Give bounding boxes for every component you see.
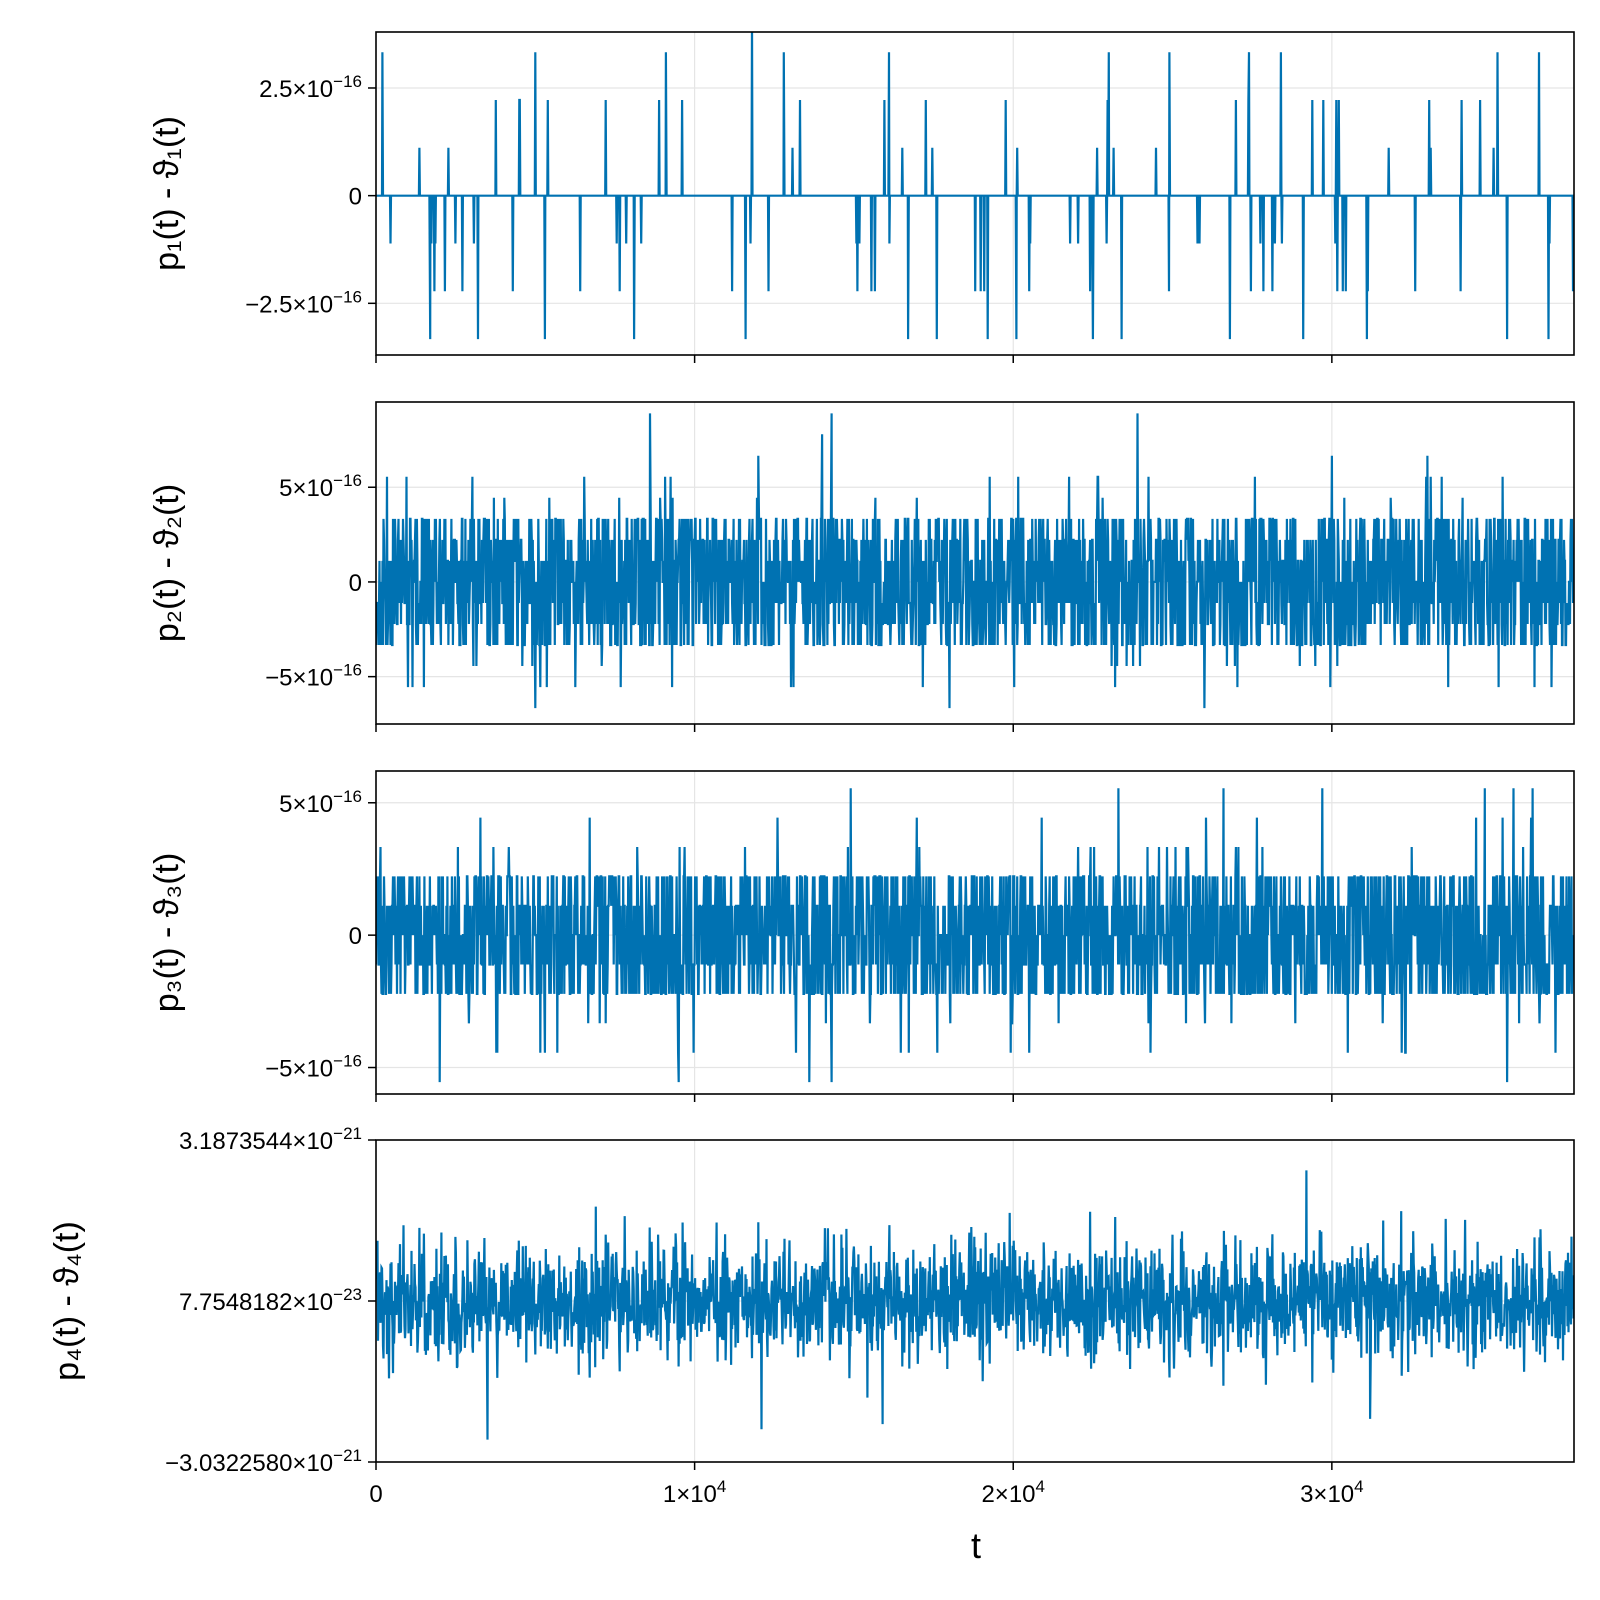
- y-tick-label: −5×10−16: [265, 1052, 362, 1083]
- series-line: [376, 32, 1574, 340]
- y-tick-label: −5×10−16: [265, 661, 362, 692]
- y-tick-label: −3.0322580×10−21: [165, 1446, 362, 1477]
- y-tick-label: 0: [349, 923, 362, 950]
- y-tick-label: 5×10−16: [279, 471, 362, 502]
- y-tick-label: 7.7548182×10−23: [179, 1285, 362, 1316]
- y-axis-label: p₃(t) - ϑ₃(t): [148, 853, 186, 1013]
- panel-2: 5×10−16 0 −5×10−16 p₂(t) - ϑ₂(t): [148, 401, 1575, 732]
- series-line: [376, 788, 1574, 1083]
- y-tick-label: 3.1873544×10−21: [179, 1124, 362, 1155]
- plot-frame: [375, 770, 1575, 1095]
- x-tick-label: 3×104: [1300, 1477, 1364, 1508]
- y-axis-label: p₄(t) - ϑ₄(t): [48, 1221, 86, 1381]
- y-tick-label: 0: [349, 184, 362, 211]
- x-tick-label: 0: [369, 1481, 382, 1508]
- y-axis-label: p₁(t) - ϑ₁(t): [148, 116, 186, 271]
- panel-4: 0 1×104 2×104 3×104 3.1873544×10−21 7.7548182…: [48, 1124, 1575, 1508]
- series-line: [376, 1170, 1574, 1440]
- x-axis-label: t: [971, 1525, 981, 1566]
- series-line: [376, 413, 1574, 709]
- y-tick-label: −2.5×10−16: [245, 287, 362, 318]
- y-tick-label: 0: [349, 570, 362, 597]
- y-axis-label: p₂(t) - ϑ₂(t): [148, 484, 186, 642]
- panel-1: 2.5×10−16 0 −2.5×10−16 p₁(t) - ϑ₁(t): [148, 31, 1575, 363]
- plot-frame: [375, 401, 1575, 725]
- y-tick-label: 2.5×10−16: [259, 72, 362, 103]
- y-tick-label: 5×10−16: [279, 787, 362, 818]
- x-tick-label: 1×104: [663, 1477, 727, 1508]
- x-tick-label: 2×104: [981, 1477, 1045, 1508]
- panel-3: 5×10−16 0 −5×10−16 p₃(t) - ϑ₃(t): [148, 770, 1575, 1102]
- plot-frame: [375, 31, 1575, 356]
